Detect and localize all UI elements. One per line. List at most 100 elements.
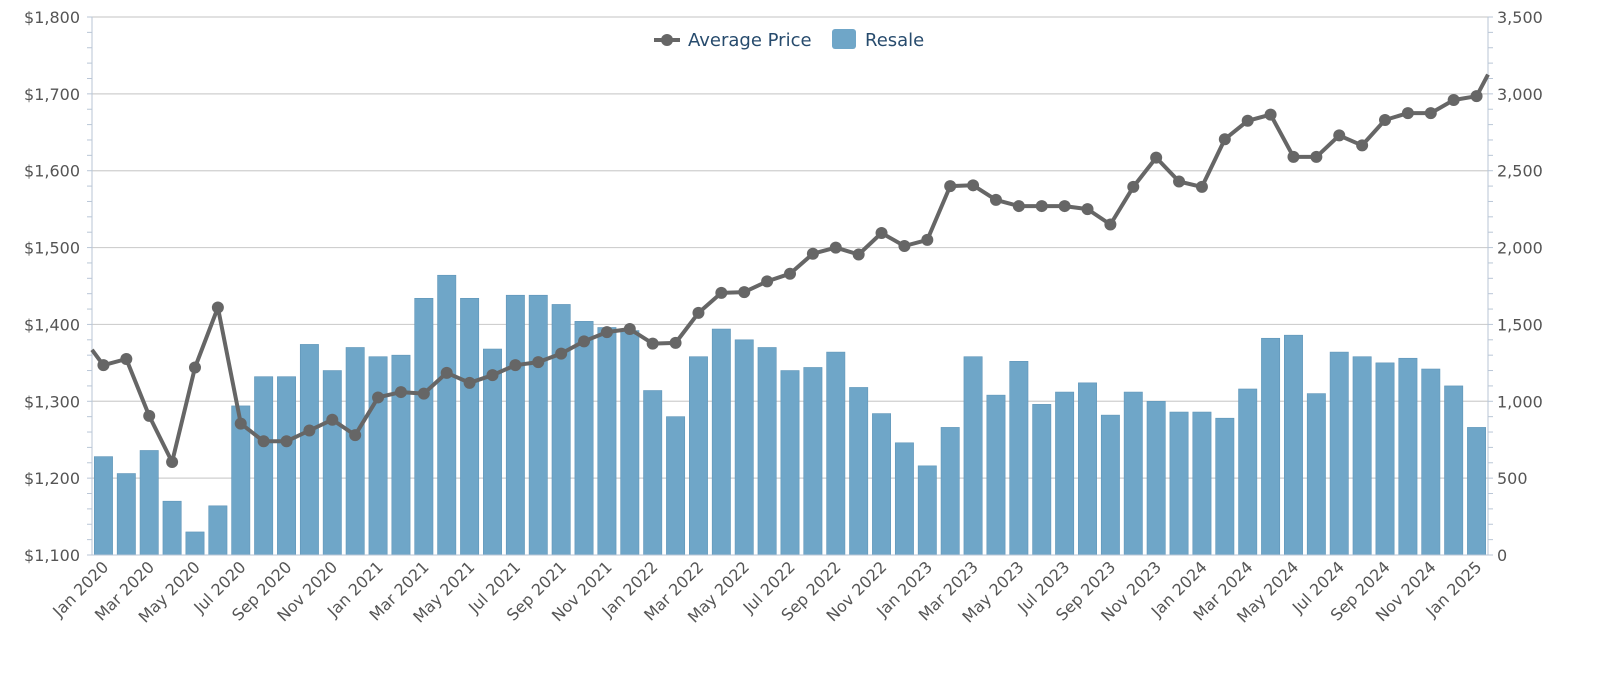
average-price-point	[1035, 200, 1048, 213]
resale-bar	[963, 356, 983, 556]
average-price-point	[143, 409, 156, 422]
left-axis-tick-label: $1,800	[24, 8, 80, 27]
average-price-point	[1012, 200, 1025, 213]
average-price-point	[715, 286, 728, 299]
axes	[91, 17, 1489, 556]
average-price-point	[989, 193, 1002, 206]
right-axis-tick-label: 500	[1497, 469, 1528, 488]
average-price-point	[1401, 107, 1414, 120]
resale-bar	[894, 442, 914, 556]
resale-bar	[93, 456, 113, 556]
resale-bar	[1078, 382, 1097, 556]
resale-bar	[734, 339, 754, 556]
resale-bar	[368, 356, 388, 556]
resale-bar	[1100, 414, 1120, 556]
legend-item-resale[interactable]: Resale	[832, 29, 924, 51]
average-price-point	[898, 240, 911, 253]
average-price-point	[417, 387, 430, 400]
resale-bars	[93, 274, 1487, 556]
average-price-point	[372, 391, 385, 404]
resale-bar	[1421, 368, 1441, 556]
resale-bar	[1375, 362, 1395, 556]
resale-bar	[551, 304, 571, 556]
resale-bar	[1032, 404, 1052, 556]
bar-swatch-icon	[832, 29, 856, 49]
average-price-point	[326, 413, 339, 426]
average-price-point	[967, 179, 980, 192]
average-price-point	[578, 335, 591, 348]
resale-bar	[391, 354, 411, 556]
resale-bar	[1352, 356, 1372, 556]
average-price-point	[303, 424, 316, 437]
average-price-point	[1356, 139, 1369, 152]
resale-bar	[414, 297, 434, 556]
resale-bar	[1398, 357, 1418, 556]
average-price-point	[394, 386, 407, 399]
average-price-point	[738, 286, 751, 299]
left-axis-tick-label: $1,400	[24, 315, 80, 334]
average-price-point	[188, 361, 201, 374]
resale-bar	[986, 394, 1006, 556]
average-price-point	[1447, 94, 1460, 107]
resale-bar	[208, 505, 228, 556]
right-axis-tick-label: 1,000	[1497, 392, 1543, 411]
average-price-point	[1173, 175, 1186, 188]
left-axis-tick-label: $1,100	[24, 546, 80, 565]
average-price-point	[1333, 129, 1346, 142]
resale-bar	[1329, 351, 1349, 556]
legend-item-average-price[interactable]: Average Price	[654, 30, 812, 51]
resale-bar	[185, 531, 205, 556]
resale-bar	[460, 297, 480, 556]
right-axis-tick-label: 2,000	[1497, 239, 1543, 258]
resale-bar	[849, 387, 869, 556]
average-price-point	[1104, 218, 1117, 231]
resale-bar	[1444, 385, 1464, 556]
average-price-point	[1264, 108, 1277, 121]
average-price-point	[806, 247, 819, 260]
resale-bar	[277, 376, 296, 556]
average-price-point	[440, 366, 453, 379]
resale-bar	[1215, 417, 1235, 556]
left-axis-tick-label: $1,500	[24, 239, 80, 258]
resale-bar	[643, 390, 663, 556]
average-price-point	[1310, 150, 1323, 163]
resale-bar	[940, 427, 960, 556]
resale-bar	[1146, 400, 1166, 556]
average-price-point	[1287, 150, 1300, 163]
right-axis-tick-label: 3,000	[1497, 85, 1543, 104]
resale-bar	[1055, 391, 1075, 556]
average-price-point	[1150, 151, 1163, 164]
average-price-point	[509, 359, 522, 372]
resale-bar	[1169, 411, 1189, 556]
average-price-point	[555, 347, 568, 360]
average-price-point	[1424, 107, 1437, 120]
average-price-point	[532, 356, 545, 369]
left-axis-tick-label: $1,600	[24, 162, 80, 181]
resale-bar	[505, 294, 525, 556]
average-price-point	[280, 435, 293, 448]
average-price-point	[486, 369, 499, 382]
resale-bar	[1306, 393, 1326, 556]
resale-bar	[872, 413, 891, 556]
resale-bar	[1467, 427, 1487, 556]
resale-bar	[917, 465, 937, 556]
resale-bar	[780, 370, 800, 556]
resale-bar	[1261, 337, 1281, 556]
line-marker-dot	[661, 34, 673, 46]
average-price-point	[921, 233, 934, 246]
average-price-point	[646, 337, 659, 350]
resale-bar	[345, 347, 365, 556]
resale-bar	[322, 370, 342, 556]
resale-bar	[1238, 388, 1258, 556]
resale-bar	[666, 416, 686, 556]
average-price-point	[761, 275, 774, 288]
resale-bar	[826, 351, 846, 556]
resale-bar	[597, 327, 617, 556]
legend: Average Price Resale	[654, 29, 924, 51]
average-price-point	[875, 226, 888, 239]
resale-bar	[1123, 391, 1143, 556]
average-price-point	[1195, 180, 1208, 193]
left-axis-tick-label: $1,200	[24, 469, 80, 488]
average-price-line	[90, 73, 1490, 469]
right-axis-tick-label: 0	[1497, 546, 1507, 565]
